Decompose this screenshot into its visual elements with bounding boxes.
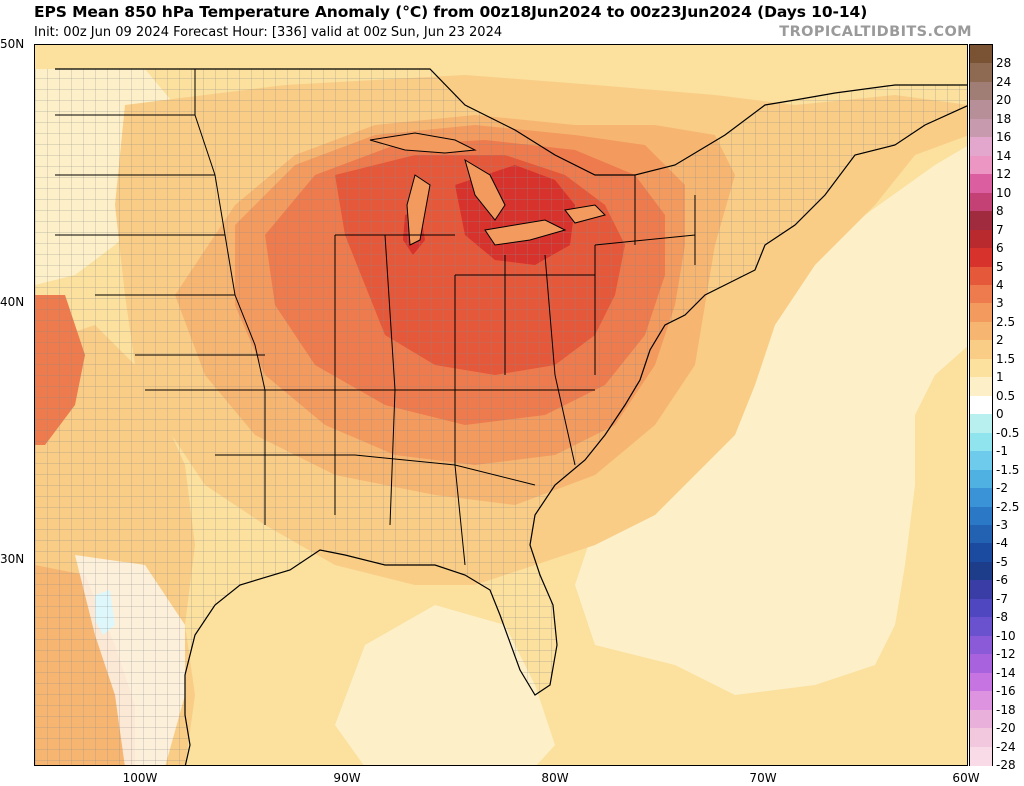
color-scale-label: 6 <box>996 241 1004 256</box>
color-scale-swatch <box>970 561 992 581</box>
color-scale-label: -1 <box>996 444 1008 459</box>
color-scale-swatch <box>970 395 992 415</box>
color-scale-swatch <box>970 137 992 157</box>
color-scale-swatch <box>970 340 992 360</box>
color-scale-swatch <box>970 358 992 378</box>
color-scale-swatch <box>970 321 992 341</box>
color-scale-label: -24 <box>996 739 1016 754</box>
color-scale-swatch <box>970 285 992 305</box>
lon-label-90w: 90W <box>333 771 361 785</box>
color-scale-label: 0 <box>996 407 1004 422</box>
map-subtitle: Init: 00z Jun 09 2024 Forecast Hour: [33… <box>34 25 503 40</box>
lon-label-70w: 70W <box>749 771 777 785</box>
color-scale-label: -10 <box>996 628 1016 643</box>
color-scale-label: -2 <box>996 481 1008 496</box>
color-scale-label: 28 <box>996 56 1012 71</box>
color-scale-label: -0.5 <box>996 425 1020 440</box>
color-scale-label: 2.5 <box>996 314 1016 329</box>
color-scale-label: -3 <box>996 518 1008 532</box>
lon-label-100w: 100W <box>122 771 158 785</box>
color-scale-label: -1.5 <box>996 462 1020 477</box>
color-scale-swatch <box>970 229 992 249</box>
color-scale-label: 8 <box>996 204 1004 219</box>
color-scale-swatch <box>970 746 992 766</box>
color-scale-swatch <box>970 580 992 600</box>
map-title: EPS Mean 850 hPa Temperature Anomaly (°C… <box>34 3 868 21</box>
color-scale-bar <box>969 44 993 766</box>
lat-label-40n: 40N <box>0 295 25 309</box>
color-scale-swatch <box>970 525 992 545</box>
color-scale-swatch <box>970 266 992 286</box>
lon-label-80w: 80W <box>541 771 569 785</box>
color-scale-label: 16 <box>996 130 1012 145</box>
color-scale-swatch <box>970 100 992 120</box>
color-scale-swatch <box>970 211 992 231</box>
lat-label-30n: 30N <box>0 552 25 566</box>
color-scale-swatch <box>970 63 992 83</box>
color-scale-label: -16 <box>996 684 1016 699</box>
lon-label-60w: 60W <box>952 771 980 785</box>
color-scale-label: 1 <box>996 370 1004 385</box>
color-scale-swatch <box>970 506 992 526</box>
color-scale-swatch <box>970 432 992 452</box>
color-scale-swatch <box>970 377 992 397</box>
color-scale-swatch <box>970 248 992 268</box>
color-scale-swatch <box>970 488 992 508</box>
color-scale-label: -20 <box>996 721 1016 736</box>
lat-label-50n: 50N <box>0 37 25 51</box>
color-scale-swatch <box>970 469 992 489</box>
color-scale-label: -18 <box>996 702 1016 717</box>
color-scale-swatch <box>970 654 992 674</box>
color-scale-swatch <box>970 635 992 655</box>
color-scale-swatch <box>970 598 992 618</box>
color-scale-swatch <box>970 303 992 323</box>
brand-watermark: TROPICALTIDBITS.COM <box>779 24 972 40</box>
anomaly-map[interactable] <box>35 45 968 766</box>
color-scale-label: 4 <box>996 278 1004 292</box>
color-scale-label: -4 <box>996 536 1008 551</box>
color-scale-swatch <box>970 672 992 692</box>
color-scale-swatch <box>970 118 992 138</box>
color-scale-label: -12 <box>996 647 1016 662</box>
color-scale-label: -14 <box>996 665 1016 680</box>
color-scale-swatch <box>970 728 992 748</box>
color-scale-label: 1.5 <box>996 351 1016 366</box>
color-scale-label: 2 <box>996 333 1004 348</box>
color-scale-label: 5 <box>996 259 1004 274</box>
great-lakes <box>369 132 606 246</box>
color-scale-label: 24 <box>996 74 1012 89</box>
pale-anomaly-zone-atlantic <box>575 146 967 695</box>
color-scale-label: 7 <box>996 222 1004 237</box>
color-scale-swatch <box>970 451 992 471</box>
color-scale-label: 12 <box>996 167 1012 182</box>
color-scale-swatch <box>970 81 992 101</box>
color-scale-label: -2.5 <box>996 499 1020 514</box>
color-scale-label: -28 <box>996 758 1016 772</box>
color-scale-label: -8 <box>996 610 1008 625</box>
state-borders <box>55 69 696 566</box>
color-scale-swatch <box>970 155 992 175</box>
color-scale-label: 0.5 <box>996 388 1016 403</box>
color-scale-label: 14 <box>996 148 1012 163</box>
color-scale-swatch <box>970 617 992 637</box>
color-scale-swatch <box>970 45 992 65</box>
color-scale-swatch <box>970 174 992 194</box>
color-scale-swatch <box>970 691 992 711</box>
color-scale-swatch <box>970 543 992 563</box>
color-scale-label: 18 <box>996 111 1012 126</box>
coastline <box>55 68 967 765</box>
color-scale-label: 20 <box>996 93 1012 108</box>
color-scale-label: 10 <box>996 185 1012 200</box>
color-scale-swatch <box>970 192 992 212</box>
color-scale-label: -6 <box>996 573 1008 588</box>
color-scale-label: 3 <box>996 296 1004 311</box>
color-scale-swatch <box>970 414 992 434</box>
color-scale-label: -7 <box>996 591 1008 606</box>
color-scale-swatch <box>970 709 992 729</box>
color-scale-label: -5 <box>996 554 1008 569</box>
pale-anomaly-zone-gulf <box>335 605 555 765</box>
map-panel[interactable] <box>34 44 968 766</box>
